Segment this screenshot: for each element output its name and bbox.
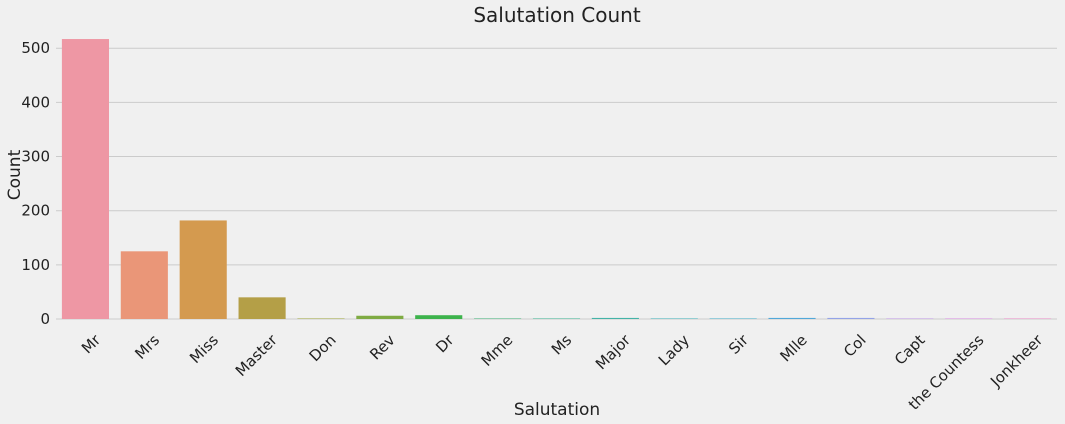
bar-mme	[474, 318, 522, 319]
y-tick-label: 100	[21, 256, 50, 274]
y-tick-label: 200	[21, 202, 50, 220]
x-tick-label: Ms	[548, 331, 576, 359]
x-axis-label: Salutation	[514, 400, 600, 420]
x-tick-label: Mrs	[131, 331, 163, 363]
x-tick-label: Jonkheer	[986, 330, 1047, 391]
y-tick-label: 0	[40, 310, 50, 328]
bar-master	[238, 297, 286, 319]
bar-don	[297, 318, 345, 319]
y-tick-label: 500	[21, 39, 50, 57]
bar-mlle	[768, 317, 816, 319]
bar-capt	[886, 318, 934, 319]
x-tick-label: Master	[232, 330, 282, 380]
bar-mrs	[120, 251, 168, 319]
bar-jonkheer	[1004, 318, 1052, 319]
bar-ms	[532, 318, 581, 319]
bar-miss	[179, 220, 227, 319]
bar-major	[591, 317, 639, 319]
x-tick-label: Sir	[725, 330, 752, 357]
x-tick-label: Dr	[432, 330, 458, 356]
x-tick-label: Col	[840, 331, 870, 361]
x-tick-label: Lady	[655, 331, 693, 369]
bar-col	[827, 317, 875, 319]
bar-the-countess	[945, 318, 993, 319]
x-tick-label: Capt	[891, 331, 929, 369]
x-tick-label: Mr	[78, 330, 105, 357]
bar-sir	[709, 318, 757, 319]
bar-rev	[356, 315, 404, 319]
x-tick-label: Mme	[478, 331, 517, 370]
chart-title: Salutation Count	[473, 3, 641, 27]
y-tick-label: 400	[21, 93, 50, 111]
bar-mr	[61, 39, 109, 320]
bars	[61, 39, 1052, 320]
y-tick-labels: 0 100 200 300 400 500	[21, 39, 50, 328]
y-tick-label: 300	[21, 148, 50, 166]
x-tick-label: Rev	[366, 331, 399, 364]
bar-lady	[650, 318, 698, 319]
x-tick-label: Miss	[186, 331, 222, 367]
x-tick-label: Major	[592, 330, 635, 373]
y-axis-label: Count	[5, 149, 25, 200]
x-tick-label: Don	[306, 331, 340, 365]
x-tick-label: Mlle	[776, 331, 810, 365]
bar-dr	[415, 315, 463, 319]
